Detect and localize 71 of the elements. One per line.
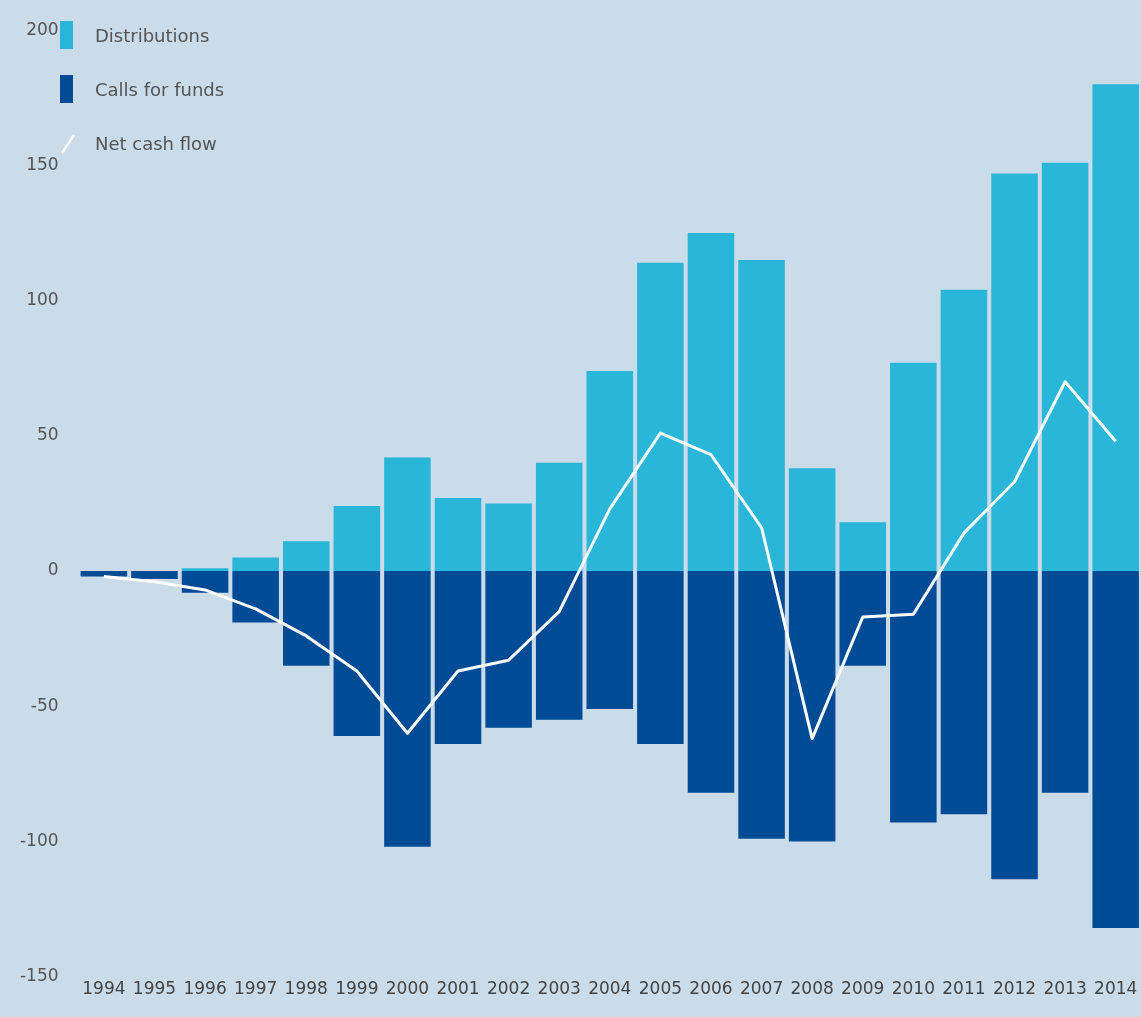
bar [384, 457, 431, 571]
y-tick-label: 150 [26, 153, 59, 174]
bar [839, 522, 887, 571]
y-tick-label: 0 [47, 559, 59, 580]
x-tick-label: 2014 [1094, 978, 1138, 999]
x-tick-label: 1996 [183, 978, 227, 999]
bar [282, 541, 330, 571]
x-tick-label: 2010 [891, 978, 935, 999]
bar [333, 506, 381, 571]
bar [1092, 84, 1139, 571]
bar [485, 571, 532, 728]
bar [232, 557, 279, 571]
bar [839, 571, 887, 666]
bar [586, 571, 634, 709]
bar [940, 571, 988, 815]
bar [890, 362, 937, 571]
y-tick-label: -100 [19, 829, 59, 850]
x-tick-label: 2013 [1043, 978, 1087, 999]
x-tick-label: 1995 [132, 978, 177, 999]
bar [586, 370, 634, 571]
bar [282, 571, 330, 666]
y-tick-label: 200 [26, 18, 59, 39]
bar [637, 571, 684, 745]
bar [434, 497, 482, 571]
x-tick-label: 2000 [385, 978, 430, 999]
x-tick-label: 2005 [638, 978, 683, 999]
bar [991, 173, 1038, 571]
x-tick-label: 2008 [790, 978, 834, 999]
x-tick-label: 2009 [841, 978, 885, 999]
bar [131, 571, 178, 580]
x-tick-label: 1994 [82, 978, 126, 999]
x-tick-label: 2003 [537, 978, 581, 999]
bar [637, 262, 684, 571]
x-tick-label: 2011 [942, 978, 986, 999]
bar [890, 571, 937, 823]
legend-label: Calls for funds [95, 78, 225, 100]
bar [687, 571, 735, 793]
x-tick-label: 2007 [739, 978, 784, 999]
x-tick-label: 2006 [689, 978, 733, 999]
x-tick-label: 2001 [436, 978, 480, 999]
bar [788, 571, 836, 842]
legend-label: Net cash flow [95, 132, 217, 154]
bar [384, 571, 431, 847]
x-tick-label: 1998 [284, 978, 328, 999]
bar [738, 571, 785, 839]
y-tick-label: 100 [26, 289, 59, 310]
bar [687, 233, 735, 571]
bar [738, 260, 785, 571]
bar [434, 571, 482, 745]
y-tick-label: 50 [36, 424, 59, 445]
bar [1092, 571, 1139, 928]
legend-label: Distributions [95, 24, 210, 46]
x-tick-label: 2004 [588, 978, 632, 999]
bar [535, 571, 583, 720]
bar [940, 289, 988, 571]
bar [535, 462, 583, 571]
bar [788, 468, 836, 571]
x-tick-label: 2012 [992, 978, 1037, 999]
bar [1041, 162, 1089, 571]
x-tick-label: 2002 [486, 978, 531, 999]
bar [232, 571, 279, 623]
bar [1041, 571, 1089, 793]
x-tick-label: 1999 [335, 978, 379, 999]
y-tick-label: -150 [19, 965, 59, 986]
bar [333, 571, 381, 736]
bar [991, 571, 1038, 880]
bar [181, 571, 229, 593]
x-tick-label: 1997 [234, 978, 278, 999]
bar [181, 568, 229, 571]
y-tick-label: -50 [30, 694, 59, 715]
bar [485, 503, 532, 571]
